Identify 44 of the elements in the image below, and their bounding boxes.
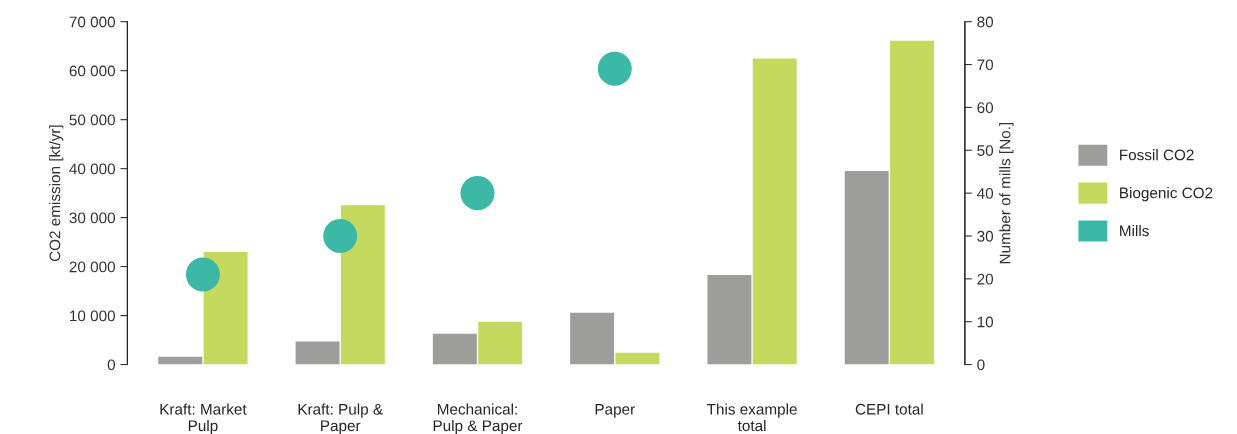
y-tick-label: 40 000 [69, 163, 116, 175]
bar [615, 352, 660, 365]
y2-tick-label: 80 [977, 16, 994, 28]
bar [570, 312, 615, 365]
x-tick-label: Kraft: Market Pulp [160, 403, 247, 434]
y2-axis-title: Number of mills [No.] [999, 122, 1014, 264]
y-tick-label: 30 000 [69, 212, 116, 224]
y2-tick-label: 40 [977, 188, 994, 199]
x-tick-label: This example total [706, 403, 797, 432]
y-tick-label: 0 [107, 359, 116, 371]
y-tick-label: 70 000 [69, 16, 116, 28]
legend-label: Mills [1120, 225, 1149, 237]
x-tick-label: Mechanical: Pulp & Paper [433, 403, 523, 434]
bar [752, 58, 797, 365]
y-tick-label: 10 000 [70, 310, 116, 322]
x-tick-label: CEPI total [855, 403, 923, 415]
y-tick-label: 60 000 [69, 65, 116, 77]
y-tick-label: 50 000 [69, 114, 116, 126]
y2-tick-label: 20 [977, 273, 994, 285]
point [185, 257, 220, 292]
bar [158, 356, 203, 365]
y2-tick-label: 50 [977, 145, 994, 156]
y2-tick-label: 70 [977, 59, 994, 71]
bar [295, 341, 340, 365]
y-tick-label: 20 000 [69, 261, 116, 273]
bar [707, 274, 752, 365]
x-tick-label: Paper [595, 404, 635, 418]
bar [432, 333, 477, 365]
y2-tick-label: 30 [977, 230, 994, 242]
y2-tick-label: 60 [977, 102, 994, 114]
point [597, 51, 632, 86]
bar [340, 205, 385, 365]
y2-tick-label: 10 [977, 316, 994, 328]
bar [203, 251, 248, 365]
legend-label: Biogenic CO2 [1120, 187, 1213, 202]
y-axis-title: CO2 emission [kt/yr] [49, 125, 64, 262]
legend-label: Fossil CO2 [1120, 149, 1194, 161]
bar [844, 171, 889, 365]
bar [478, 321, 523, 365]
y2-tick-label: 0 [977, 359, 985, 371]
point [323, 218, 358, 253]
x-tick-label: Kraft: Pulp & Paper [298, 403, 383, 434]
point [460, 176, 495, 211]
bar [890, 40, 934, 365]
